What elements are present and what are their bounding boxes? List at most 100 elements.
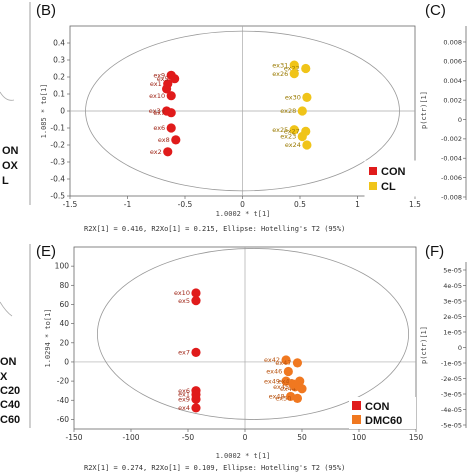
panel-b-x-tick-label: 1.5	[409, 200, 421, 209]
panel-b-y-tick-label: 0.3	[53, 56, 65, 65]
panel-f-y-tick-label: -3e-05	[441, 390, 462, 398]
panel-e-legend-swatch-dmc60	[352, 415, 361, 424]
panel-f-y-tick-label: 3e-05	[443, 297, 462, 305]
panel-b-point-label: ex1	[150, 80, 162, 88]
panel-e-x-tick-label: 150	[409, 433, 424, 442]
panel-c-letter: (C)	[425, 2, 446, 19]
panel-b-point-label: ex23	[280, 133, 296, 141]
panel-b-point-label: ex7	[153, 109, 165, 117]
panel-c-y-tick-label: -0.004	[441, 155, 462, 163]
panel-b-point-label: ex2	[150, 148, 162, 156]
panel-c-y-tick-label: -0.002	[441, 135, 462, 143]
panel-b-point-con	[162, 84, 172, 94]
panel-b-x-tick-label: -1.5	[63, 200, 78, 209]
panel-b-point-label: ex26	[272, 70, 288, 78]
panel-e-y-tick-label: 20	[59, 338, 69, 347]
panel-e-point-dmc60	[297, 384, 307, 394]
panel-b-point-con	[166, 108, 176, 118]
panel-b-y-tick-label: -0.1	[50, 124, 65, 133]
panel-b-point-label: ex28	[280, 107, 296, 115]
panel-b-point-label: ex27	[284, 128, 300, 136]
panel-e-point-con	[191, 288, 201, 298]
panel-b-x-title: 1.0002 * t[1]	[216, 210, 271, 218]
panel-e-y-tick-label: 100	[55, 262, 70, 271]
left-top-legend-1: OX	[2, 160, 19, 172]
panel-e-point-label: ex6	[178, 387, 190, 395]
panel-b-point-cl	[289, 69, 299, 79]
panel-f-y-tick-label: 2e-05	[443, 313, 462, 321]
panel-e-y-tick-label: -20	[57, 377, 69, 386]
panel-b-legend-swatch-cl	[369, 182, 377, 190]
panel-e-y-tick-label: 40	[59, 319, 69, 328]
panel-c-y-tick-label: 0.004	[443, 77, 462, 85]
panel-e-point-label: ex4	[178, 404, 190, 412]
panel-c-y-tick-label: 0.006	[443, 58, 462, 66]
panel-b-point-con	[163, 147, 173, 157]
panel-c-y-title: p(ctr)[1]	[420, 91, 428, 129]
panel-e-point-dmc60	[281, 355, 291, 365]
panel-c-y-tick-label: 0.002	[443, 96, 462, 104]
left-bottom-legend-2: C20	[0, 385, 20, 397]
panel-b-point-label: ex5	[157, 75, 169, 83]
panel-b-point-label: ex24	[285, 141, 301, 149]
panel-e-point-label: ex9	[178, 396, 190, 404]
panel-b-legend-swatch-con	[369, 167, 377, 175]
panel-b-point-label: ex22	[284, 65, 300, 73]
left-bottom-legend-1: X	[0, 371, 8, 383]
panel-b-point-cl	[289, 60, 299, 70]
panel-e-point-label: ex43	[278, 377, 294, 385]
panel-e-caption: R2X[1] = 0.274, R2Xo[1] = 0.109, Ellipse…	[84, 464, 345, 472]
panel-e-point-label: ex10	[174, 289, 190, 297]
panel-f-y-tick-label: 5e-05	[443, 266, 462, 274]
panel-f-y-tick-label: -4e-05	[441, 406, 462, 414]
panel-f-y-tick-label: -1e-05	[441, 359, 462, 367]
panel-b-y-tick-label: 0.4	[53, 39, 65, 48]
panel-e-hotelling-ellipse	[96, 248, 410, 420]
panel-e-point-label: ex42	[264, 356, 280, 364]
panel-f-y-tick-label: 4e-05	[443, 282, 462, 290]
panel-e-point-label: ex50	[275, 395, 291, 403]
panel-c: (C) 0.008 0.006 0.004 0.002 0 -0.002 -0.004 -0.…	[420, 2, 467, 201]
panel-b-x-tick-label: 1	[355, 200, 360, 209]
left-panel-fragment-bottom: ON X C20 C40 C60	[0, 244, 31, 428]
panel-e-x-tick-label: 0	[243, 433, 248, 442]
panel-e-letter: (E)	[36, 243, 56, 260]
panel-c-y-tick-label: -0.008	[441, 193, 462, 201]
panel-c-y-tick-label: 0.008	[443, 38, 462, 46]
panel-f-y-title: p(ctr)[1]	[420, 326, 428, 364]
panel-e-y-tick-label: 0	[64, 357, 69, 366]
panel-b-point-cl	[297, 131, 307, 142]
panel-b-x-tick-label: -1	[124, 200, 132, 209]
panel-b-point-label: ex31	[272, 61, 288, 69]
panel-e-x-tick-label: 50	[297, 433, 307, 442]
panel-b-point-con	[166, 123, 176, 133]
panel-e-legend-con: CON	[365, 401, 390, 413]
panel-b-y-title: 1.085 * to[1]	[40, 84, 48, 139]
panel-f-y-tick-label: 0	[458, 344, 462, 352]
panel-e-point-dmc60	[288, 379, 298, 389]
panel-f-y-tick-label: -2e-05	[441, 375, 462, 383]
panel-e-y-title: 1.0294 * to[1]	[44, 308, 52, 367]
panel-b: (B) -1.5 -1 -0.5 0 0.5 1 1.50.40.30.20.10-0.1-…	[36, 2, 421, 233]
panel-b-point-cl	[289, 125, 299, 135]
panel-e-point-con	[191, 347, 201, 357]
panel-e-point-dmc60	[292, 358, 303, 368]
panel-e-point-label: ex5	[178, 297, 190, 305]
panel-b-point-label: ex3	[149, 107, 161, 115]
panel-b-caption: R2X[1] = 0.416, R2Xo[1] = 0.215, Ellipse…	[84, 225, 345, 233]
panel-e-point-label: ex45	[273, 383, 289, 391]
panel-f: (F) 5e-05 4e-05 3e-05 2e-05 1e-05 0 -1e-05 -2e-…	[420, 243, 467, 429]
left-panel-fragment-top: ON OX L	[0, 2, 31, 205]
panel-b-y-tick-label: -0.2	[50, 141, 65, 150]
panel-e-x-tick-label: 100	[352, 433, 367, 442]
panel-b-point-con	[166, 91, 176, 101]
left-top-legend-0: ON	[2, 145, 19, 157]
panel-e-y-tick-label: -60	[57, 415, 69, 424]
panel-f-y-tick-label: -5e-05	[441, 421, 462, 429]
panel-e-point-label: ex7	[178, 349, 190, 357]
panel-e-point-con	[191, 403, 201, 413]
panel-e-point-dmc60	[283, 366, 293, 377]
panel-b-y-tick-label: 0.1	[53, 90, 65, 99]
panel-e-point-label: ex49	[264, 377, 280, 385]
